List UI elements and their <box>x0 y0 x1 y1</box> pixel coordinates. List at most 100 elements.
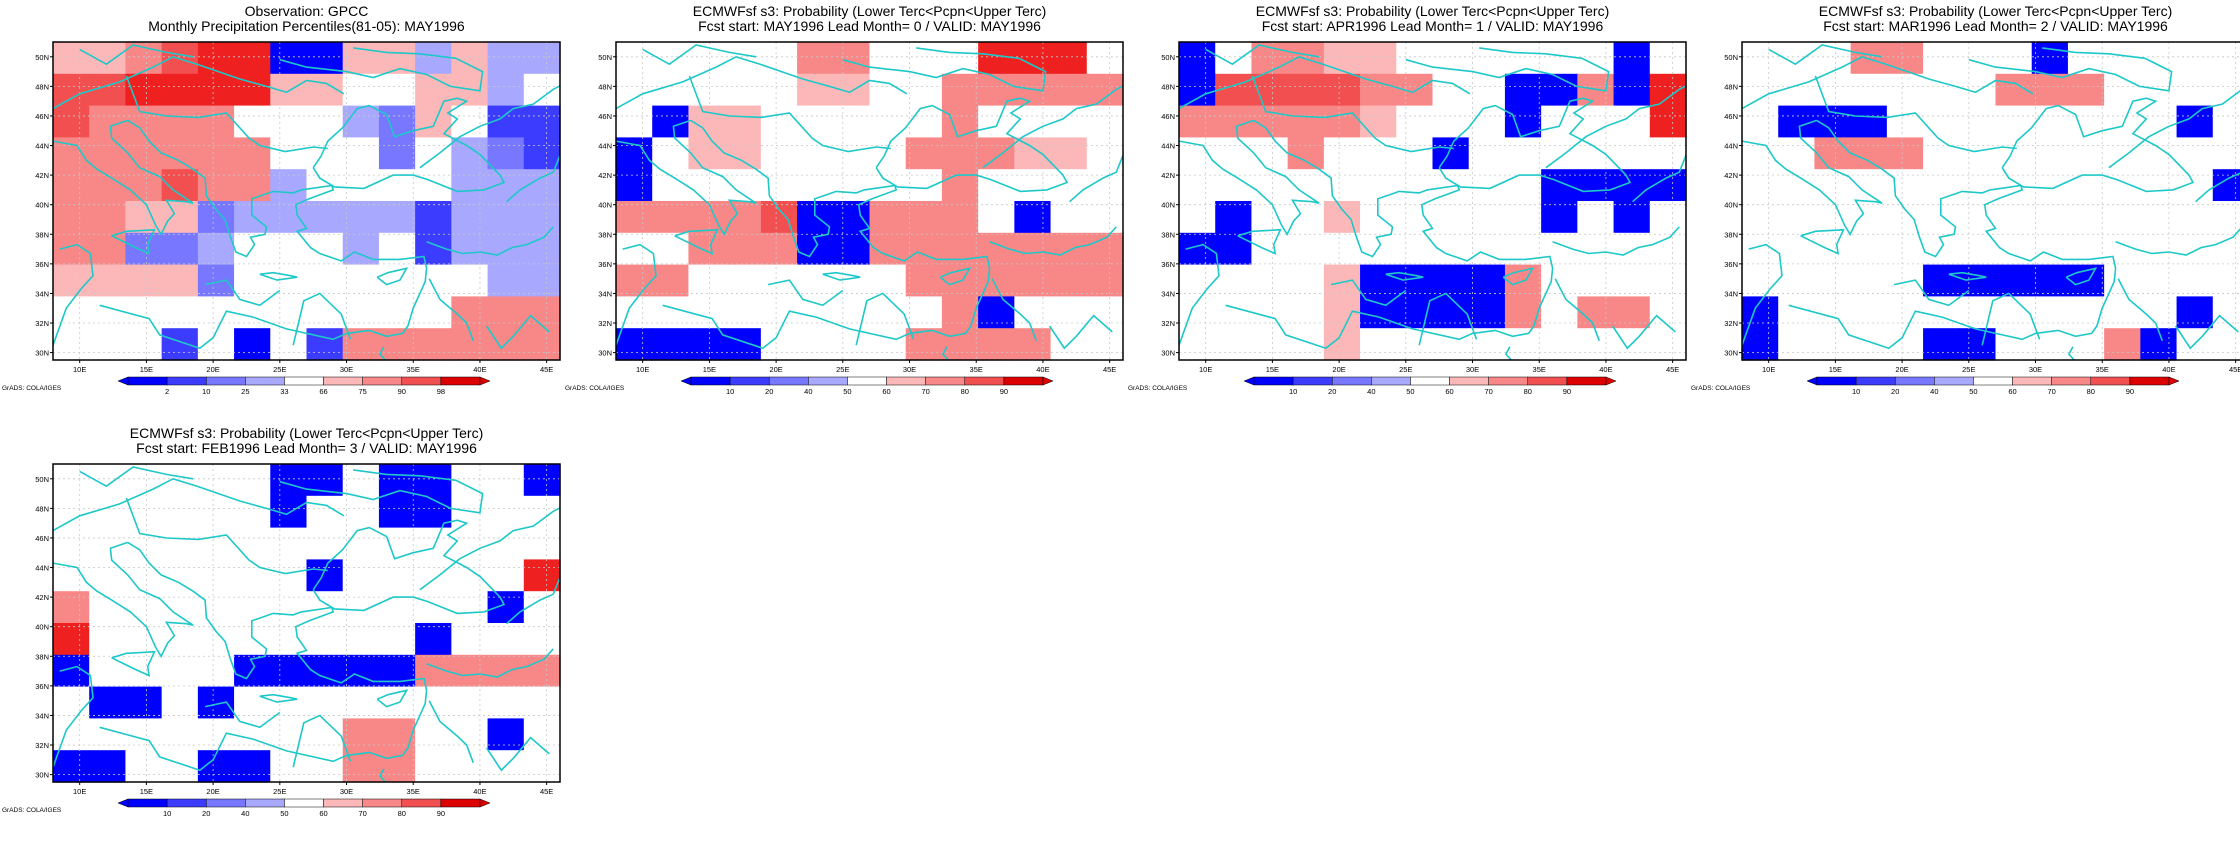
grid-cell <box>2140 264 2178 297</box>
grid-cell <box>197 137 235 170</box>
grid-cell <box>1215 296 1253 329</box>
grid-cell <box>342 232 380 266</box>
grid-cell <box>523 296 561 329</box>
colorbar-label: 60 <box>319 809 327 818</box>
grid-cell <box>306 169 344 202</box>
coastline <box>1814 75 2017 153</box>
grid-cell <box>1577 296 1615 329</box>
grid-cell <box>415 591 452 624</box>
grid-cell <box>1742 264 1779 297</box>
colorbar-label: 25 <box>241 387 249 396</box>
grid-cell <box>270 42 308 75</box>
grid-cell <box>306 591 344 624</box>
colorbar-label: 90 <box>1000 387 1008 396</box>
grid-cell <box>1050 42 1088 75</box>
grid-cell <box>451 296 489 329</box>
y-tick-label: 48N <box>598 82 612 91</box>
grid-cell <box>378 232 416 266</box>
grid-cell <box>652 169 690 202</box>
coastlines <box>53 44 560 360</box>
grid-cell <box>833 42 871 75</box>
coastline <box>674 228 719 255</box>
grid-cell <box>415 42 452 75</box>
grid-cell <box>89 73 127 107</box>
grid-cell <box>89 105 127 138</box>
coastline <box>204 701 281 729</box>
grid-cell <box>1850 296 1888 329</box>
grid-cell <box>1613 296 1651 329</box>
map-panel: ECMWFsf s3: Probability (Lower Terc<Pcpn… <box>565 3 1124 396</box>
grid-cell <box>161 328 199 361</box>
grid-cell <box>487 201 525 234</box>
grid-cell <box>53 264 90 297</box>
grid-cell <box>234 328 271 361</box>
grid-cell <box>1050 232 1088 266</box>
grid-cell <box>270 686 308 719</box>
grid-cell <box>869 137 907 170</box>
grid-cell <box>487 73 525 107</box>
coastline <box>428 700 475 764</box>
grid-cell <box>2176 42 2214 75</box>
coastline <box>616 119 757 236</box>
grid-cell <box>616 328 653 361</box>
grid-cell <box>1215 232 1253 266</box>
grid-cell <box>161 232 199 266</box>
grid-cell <box>89 718 127 751</box>
grid-cell <box>487 495 525 529</box>
grid-cell <box>1814 296 1852 329</box>
grid-cell <box>1179 328 1216 361</box>
x-tick-label: 15E <box>140 365 153 374</box>
grid-cell <box>378 559 416 592</box>
map-frame <box>52 41 561 361</box>
grid-cell <box>688 264 726 297</box>
grid-cell <box>1432 328 1470 361</box>
coastline <box>2065 267 2098 286</box>
grid-cell <box>869 328 907 361</box>
grid-cell <box>652 137 690 170</box>
grid-cell <box>2067 73 2105 107</box>
grid-cell <box>342 686 380 719</box>
colorbar-swatch <box>2129 376 2170 386</box>
grid-cell <box>1086 296 1124 329</box>
coastline <box>1968 47 2173 92</box>
grid-cell <box>1923 169 1960 202</box>
grid-cell <box>161 201 199 234</box>
grid-cell <box>53 169 90 202</box>
x-tick-label: 20E <box>769 365 782 374</box>
y-tick-label: 34N <box>1724 289 1738 298</box>
grid-cell <box>1504 232 1542 266</box>
grid-cell <box>833 105 871 138</box>
grid-cell <box>270 623 308 656</box>
grid-cell <box>869 264 907 297</box>
grid-cell <box>1251 264 1289 297</box>
grid-cell <box>53 73 90 107</box>
grid-cell <box>1050 169 1088 202</box>
colorbar-label: 2 <box>165 387 169 396</box>
colorbar-label: 60 <box>2008 387 2016 396</box>
coastline <box>1800 228 1845 255</box>
grid-cell <box>760 105 798 138</box>
grid-cell <box>2176 73 2214 107</box>
coastline <box>485 736 550 772</box>
coastline <box>204 279 281 307</box>
coastline <box>982 84 1123 169</box>
grid-cell <box>378 201 416 234</box>
colorbar-label: 60 <box>1445 387 1453 396</box>
grid-cell <box>1959 264 1997 297</box>
grid-cell <box>1959 328 1997 361</box>
colorbar-label: 50 <box>1969 387 1977 396</box>
colorbar-swatch <box>401 376 442 386</box>
grid-cell <box>1613 73 1651 107</box>
grid-cell <box>1814 169 1852 202</box>
grid-cell <box>1251 232 1289 266</box>
grid-cell <box>1742 42 1779 75</box>
x-tick-label: 25E <box>836 365 849 374</box>
grid-cell <box>1814 264 1852 297</box>
grid-cell <box>1251 328 1289 361</box>
grid-cell <box>1396 264 1434 297</box>
x-tick-label: 15E <box>140 787 153 796</box>
credit-label: GrADS: COLA/IGES <box>2 385 62 392</box>
coastline <box>1981 292 2041 346</box>
coastline <box>506 575 560 625</box>
